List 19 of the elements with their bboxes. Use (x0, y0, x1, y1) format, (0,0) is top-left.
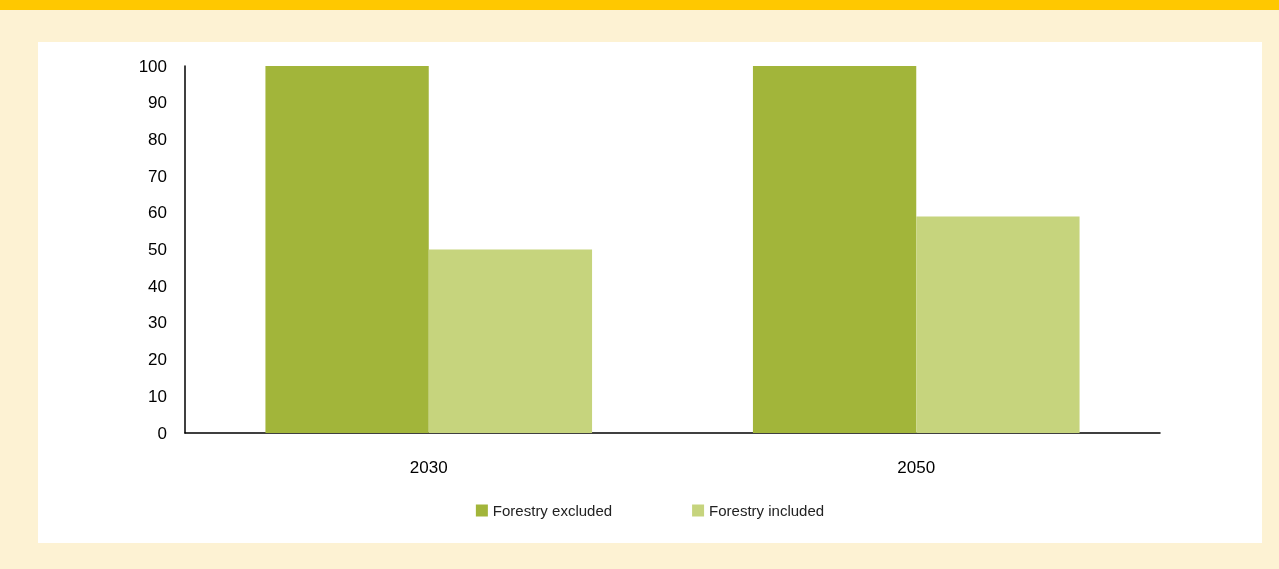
y-tick-label: 20 (148, 350, 167, 370)
x-tick-label: 2050 (897, 458, 936, 477)
legend-label: Forestry included (709, 502, 825, 519)
bar (428, 249, 593, 433)
y-tick-label: 70 (148, 166, 167, 186)
y-tick-label: 10 (148, 386, 167, 406)
y-tick-label: 80 (148, 129, 167, 149)
y-tick-label: 40 (148, 276, 167, 296)
y-tick-label: 60 (148, 203, 167, 223)
bar (752, 66, 917, 433)
y-tick-label: 100 (138, 56, 167, 76)
bar (265, 66, 429, 433)
legend-label: Forestry excluded (492, 502, 613, 519)
y-tick-label: 90 (148, 93, 167, 113)
bar (916, 216, 1080, 433)
y-tick-label: 0 (157, 423, 167, 443)
y-tick-label: 30 (148, 313, 167, 333)
x-tick-label: 2030 (409, 458, 448, 477)
y-tick-label: 50 (148, 240, 167, 259)
